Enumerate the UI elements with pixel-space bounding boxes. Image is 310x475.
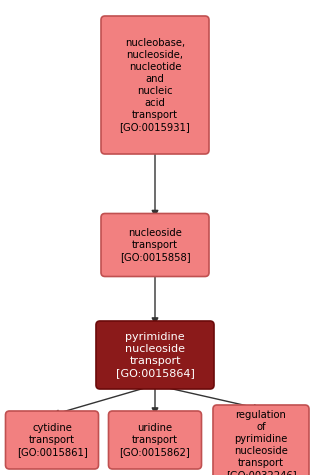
Text: nucleobase,
nucleoside,
nucleotide
and
nucleic
acid
transport
[GO:0015931]: nucleobase, nucleoside, nucleotide and n… [120,38,190,132]
Text: pyrimidine
nucleoside
transport
[GO:0015864]: pyrimidine nucleoside transport [GO:0015… [116,332,194,378]
Text: nucleoside
transport
[GO:0015858]: nucleoside transport [GO:0015858] [120,228,190,262]
Text: regulation
of
pyrimidine
nucleoside
transport
[GO:0032246]: regulation of pyrimidine nucleoside tran… [226,410,296,475]
FancyBboxPatch shape [6,411,99,469]
FancyBboxPatch shape [96,321,214,389]
Text: uridine
transport
[GO:0015862]: uridine transport [GO:0015862] [120,423,190,457]
FancyBboxPatch shape [108,411,202,469]
FancyBboxPatch shape [101,16,209,154]
FancyBboxPatch shape [213,405,309,475]
Text: cytidine
transport
[GO:0015861]: cytidine transport [GO:0015861] [17,423,87,457]
FancyBboxPatch shape [101,213,209,276]
